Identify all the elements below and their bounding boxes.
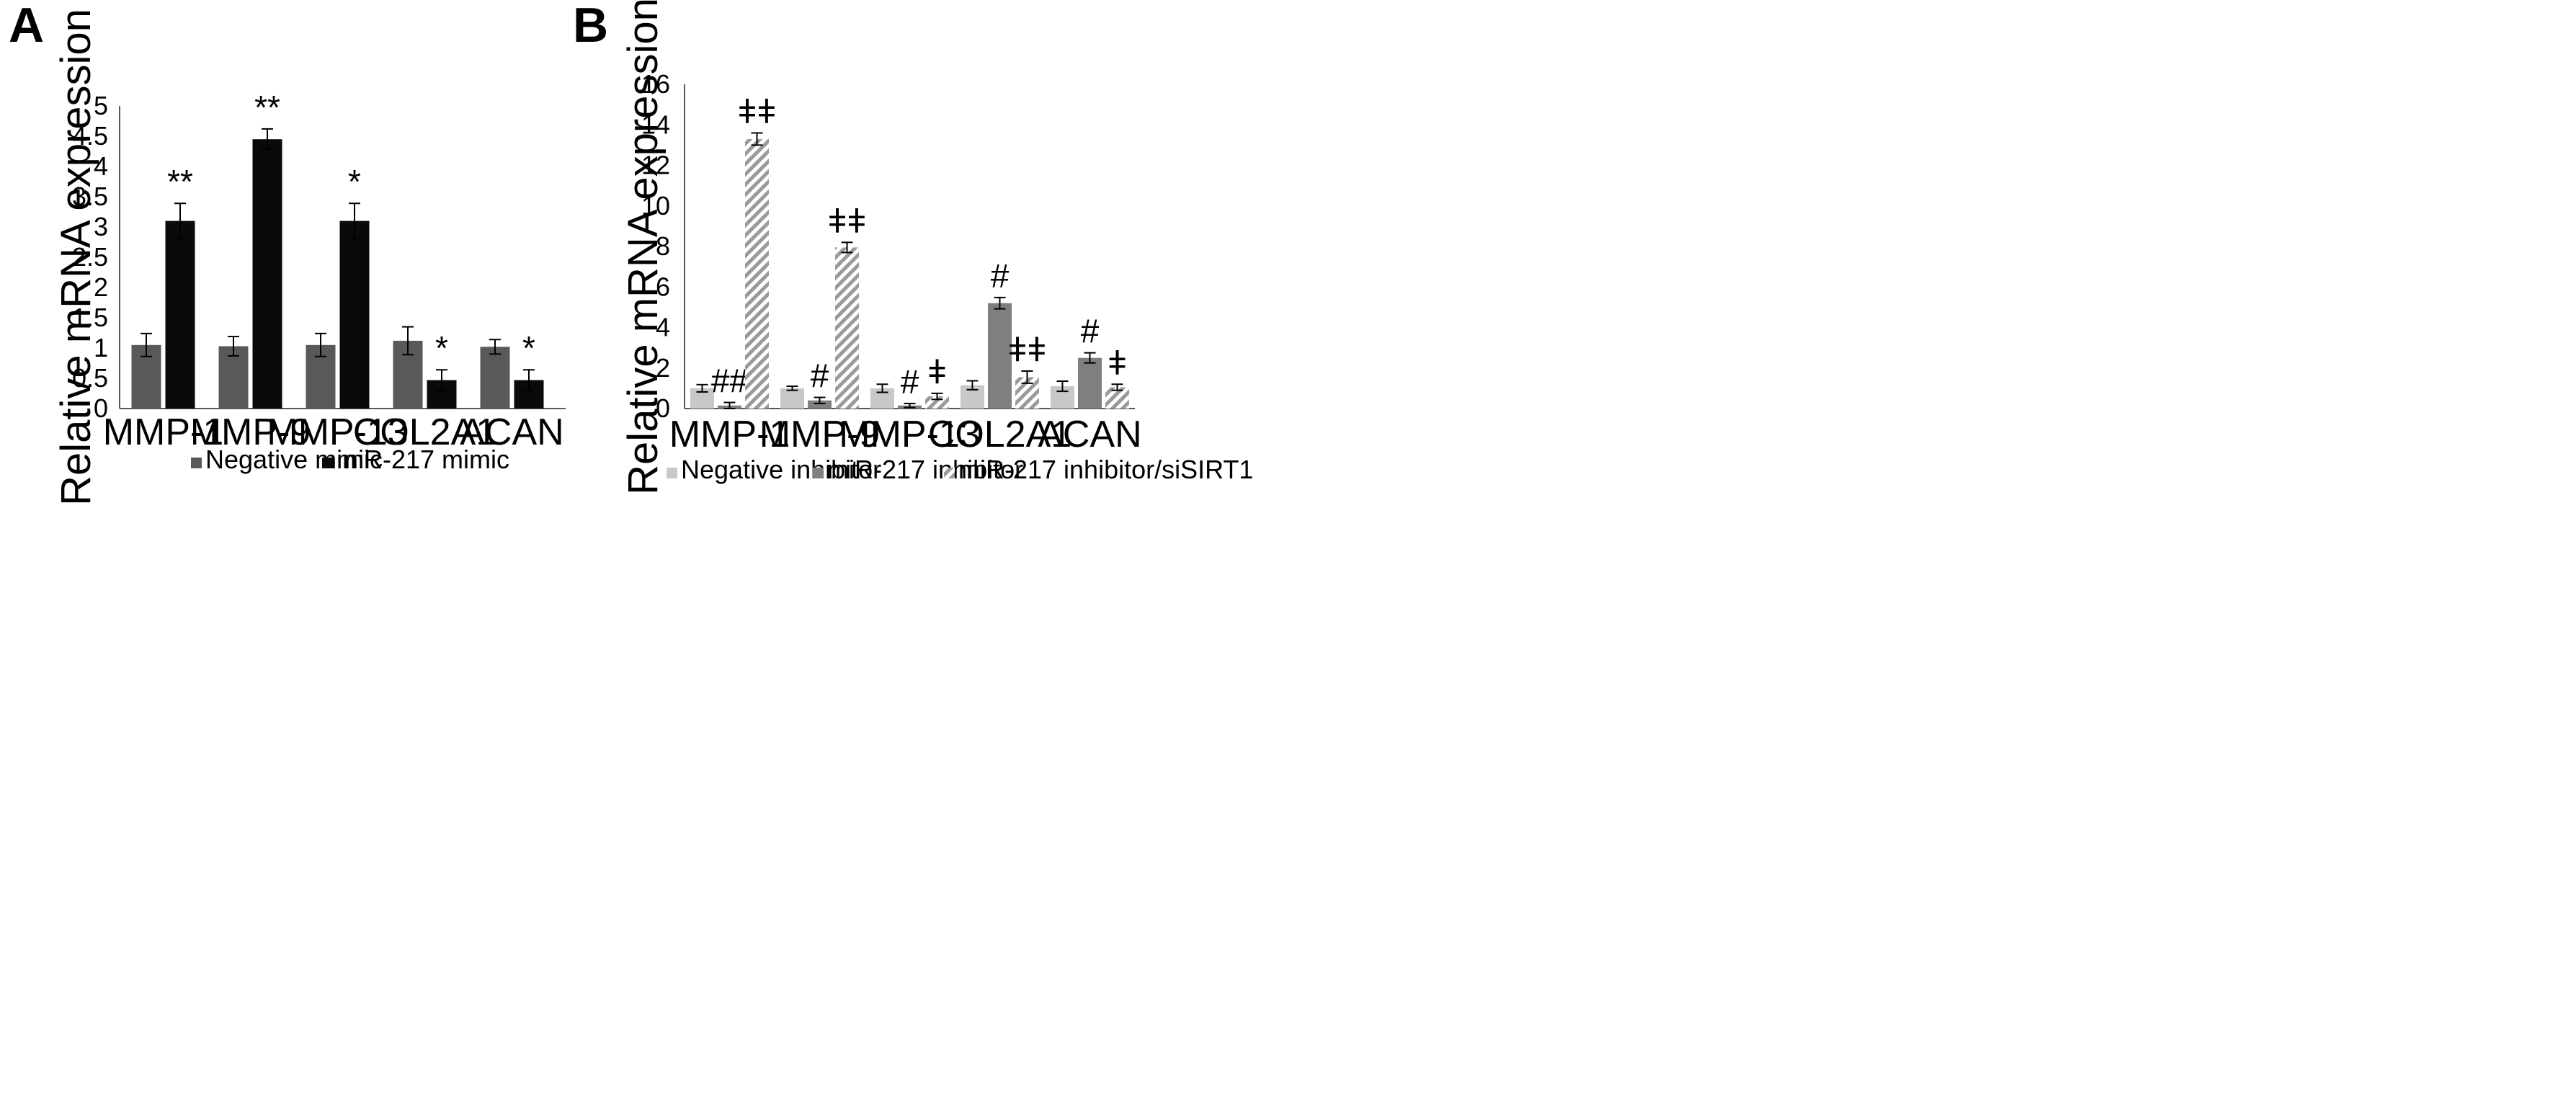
significance-label: ## [711, 362, 749, 400]
bar-mir-217-inhibitor-sisirt1-mmp-1 [745, 138, 769, 409]
bar-mir-217-inhibitor-col2a1 [988, 303, 1012, 409]
y-tick-label: 1.5 [72, 303, 108, 332]
significance-label: * [435, 329, 448, 367]
legend-label: Negative mimic [205, 445, 383, 474]
significance-label: ǂ [927, 353, 947, 391]
category-label: MMP-13 [267, 411, 408, 453]
y-tick-label: 4 [94, 151, 108, 181]
legend-swatch-mir-217-inhibitor [813, 468, 824, 478]
category-label: COL2A1 [928, 414, 1071, 455]
significance-label: # [811, 357, 829, 395]
y-tick-label: 8 [656, 231, 670, 261]
significance-label: * [348, 163, 361, 200]
legend-label: miR-217 inhibitor/siSIRT1 [958, 455, 1253, 484]
bar-mir-217-inhibitor-mmp-9 [808, 400, 832, 409]
significance-label: ** [167, 163, 193, 200]
y-tick-label: 4 [656, 313, 670, 342]
y-axis-label: Relative mRNA expression [53, 9, 99, 506]
y-tick-label: 1 [94, 333, 108, 362]
bar-mir-217-inhibitor-sisirt1-mmp-13 [925, 396, 949, 409]
y-tick-label: 4.5 [72, 121, 108, 151]
significance-label: ǂǂ [738, 93, 777, 130]
y-tick-label: 3 [94, 212, 108, 241]
significance-label: # [901, 363, 919, 401]
panel-label-a: A [9, 0, 44, 53]
y-tick-label: 3.5 [72, 182, 108, 211]
y-tick-label: 0 [94, 393, 108, 423]
panel-label-b: B [573, 0, 608, 53]
significance-label: ** [254, 89, 280, 126]
significance-label: * [522, 329, 535, 367]
legend-swatch-negative-inhibitor [667, 468, 677, 478]
significance-label: # [991, 257, 1010, 295]
y-tick-label: 6 [656, 272, 670, 301]
y-tick-label: 12 [641, 151, 670, 180]
y-tick-label: 10 [641, 191, 670, 220]
y-tick-label: 14 [641, 110, 670, 139]
y-tick-label: 16 [641, 69, 670, 99]
significance-label: ǂǂ [828, 202, 867, 239]
legend-label: miR-217 mimic [337, 445, 509, 474]
category-label: COL2A1 [353, 411, 496, 453]
category-label: MMP-1 [669, 414, 790, 455]
legend-label: Negative inhibitor [681, 455, 881, 484]
legend-label: miR-217 inhibitor [827, 455, 1023, 484]
y-axis-label: Relative mRNA expression [620, 0, 667, 495]
significance-label: ǂ [1107, 344, 1127, 381]
bar-mir-217-inhibitor-sisirt1-mmp-9 [835, 247, 859, 409]
legend-swatch-negative-mimic [191, 458, 202, 468]
bar-negative-mimic-acan [480, 347, 510, 409]
y-tick-label: 0 [656, 393, 670, 423]
category-label: MMP-1 [103, 411, 224, 453]
y-tick-label: 5 [94, 91, 108, 120]
y-tick-label: 0.5 [72, 363, 108, 393]
bar-mir-217-inhibitor-acan [1078, 357, 1102, 409]
legend-swatch-mir-217-inhibitor-sisirt1 [944, 468, 955, 478]
bar-mir-217-mimic-mmp-1 [165, 220, 195, 409]
category-label: MMP-9 [759, 414, 881, 455]
bar-negative-inhibitor-mmp-9 [780, 388, 804, 409]
legend-swatch-mir-217-mimic [322, 458, 333, 468]
bar-mir-217-mimic-mmp-13 [339, 220, 370, 409]
category-label: MMP-13 [839, 414, 980, 455]
y-tick-label: 2 [656, 353, 670, 383]
category-label: MMP-9 [190, 411, 311, 453]
significance-label: # [1081, 313, 1100, 350]
category-label: ACAN [1038, 414, 1141, 455]
y-tick-label: 2 [94, 272, 108, 302]
bar-mir-217-mimic-mmp-9 [252, 139, 282, 409]
y-tick-label: 2.5 [72, 242, 108, 272]
significance-label: ǂǂ [1008, 331, 1047, 368]
category-label: ACAN [460, 411, 563, 453]
